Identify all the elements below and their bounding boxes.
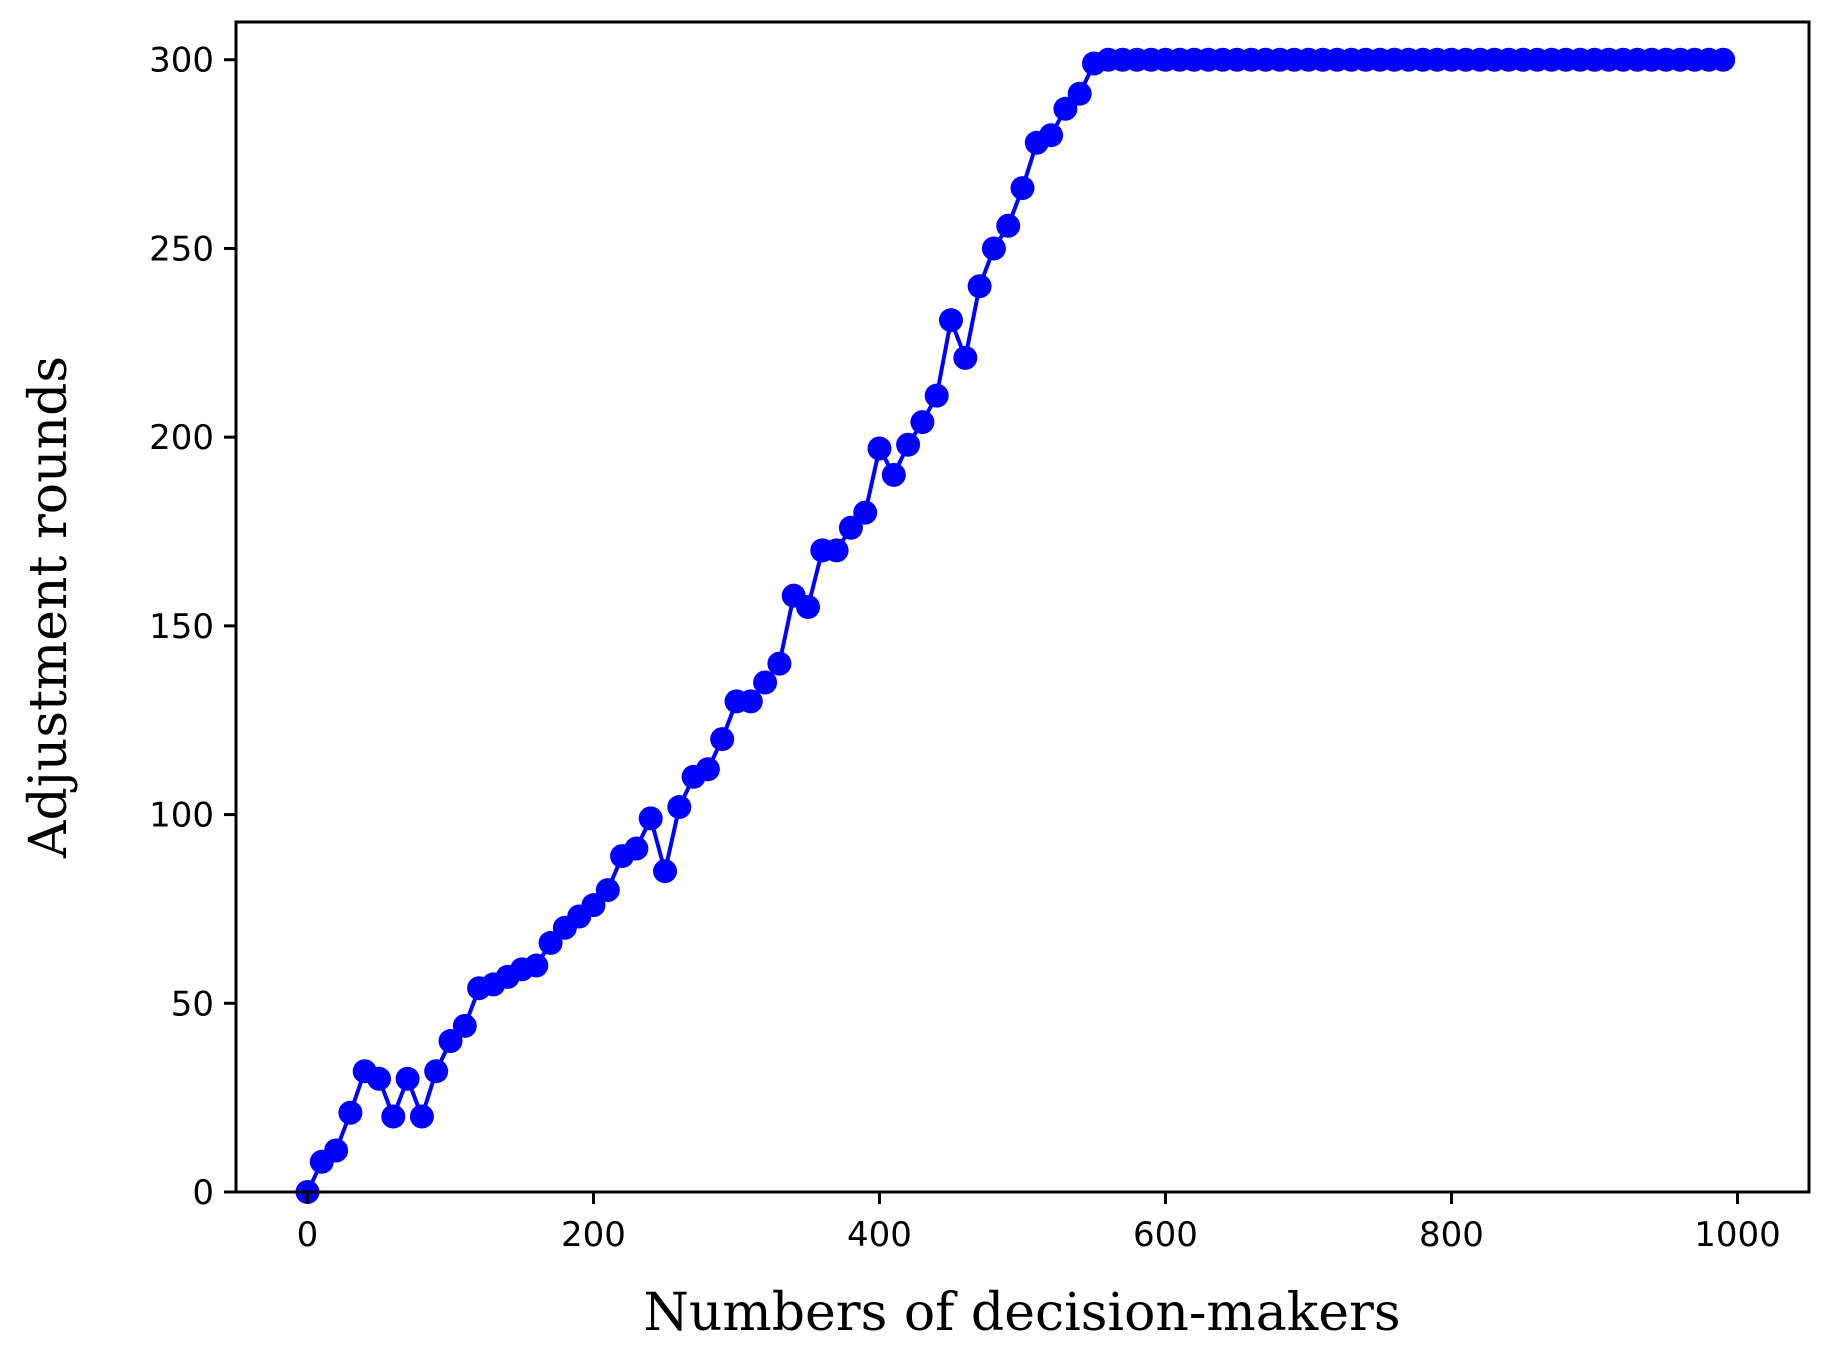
data-point — [624, 836, 649, 861]
data-point — [924, 383, 949, 408]
data-point — [939, 308, 963, 333]
data-point — [981, 236, 1006, 261]
data-point — [824, 538, 849, 563]
data-point — [838, 515, 863, 540]
data-point — [753, 670, 778, 695]
data-point — [1711, 47, 1736, 72]
data-point — [395, 1066, 420, 1091]
y-tick-label: 150 — [149, 607, 214, 647]
y-axis-label: Adjustment rounds — [19, 356, 79, 859]
data-point — [867, 436, 892, 461]
data-point — [338, 1100, 363, 1125]
y-tick-label: 250 — [149, 229, 214, 269]
data-point — [1039, 123, 1064, 148]
data-point — [595, 878, 620, 903]
data-point — [881, 462, 906, 487]
data-point — [953, 345, 978, 370]
y-tick-label: 100 — [149, 796, 214, 836]
x-tick-label: 600 — [1133, 1215, 1198, 1255]
x-tick-label: 0 — [297, 1215, 319, 1255]
data-point — [381, 1104, 406, 1129]
data-point — [409, 1104, 434, 1129]
x-tick-label: 200 — [561, 1215, 626, 1255]
data-point — [738, 689, 763, 714]
data-point — [1067, 81, 1092, 106]
data-point — [524, 953, 549, 978]
y-tick-label: 0 — [192, 1173, 214, 1213]
data-point — [638, 806, 663, 831]
x-tick-label: 800 — [1419, 1215, 1484, 1255]
data-point — [653, 859, 677, 884]
plot-frame — [234, 20, 1811, 1194]
data-point — [710, 727, 735, 752]
data-point — [767, 651, 792, 676]
y-tick-label: 300 — [149, 41, 214, 81]
data-point — [896, 432, 921, 457]
y-tick-label: 50 — [171, 984, 214, 1024]
data-point — [1053, 96, 1078, 121]
x-tick-label: 400 — [847, 1215, 912, 1255]
data-point — [438, 1029, 463, 1054]
data-point — [967, 274, 992, 299]
data-point — [424, 1059, 449, 1084]
data-point — [667, 795, 692, 820]
data-point — [853, 500, 878, 525]
data-point — [452, 1013, 477, 1038]
data-point — [581, 893, 606, 918]
data-point — [1010, 176, 1035, 201]
data-point — [324, 1138, 349, 1163]
data-point — [996, 213, 1021, 238]
data-point — [796, 595, 820, 619]
data-point — [367, 1066, 391, 1091]
data-point — [695, 757, 720, 782]
x-tick-label: 1000 — [1694, 1215, 1781, 1255]
x-axis-label: Numbers of decision-makers — [643, 1283, 1400, 1343]
data-point — [910, 410, 935, 435]
data-point — [538, 930, 563, 955]
y-tick-label: 200 — [149, 418, 214, 458]
